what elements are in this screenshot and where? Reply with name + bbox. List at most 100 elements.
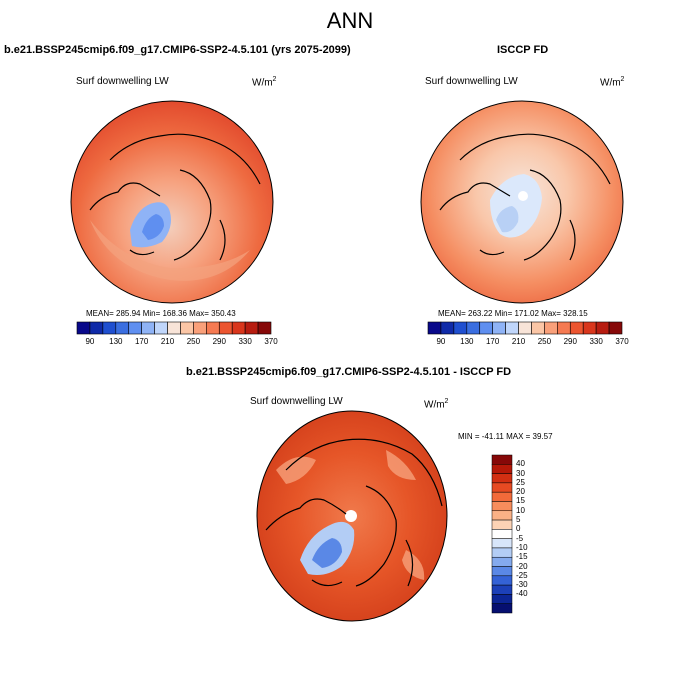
colorbar-tick-label: 130: [109, 337, 123, 346]
map-model-coldest-region: [142, 214, 164, 240]
colorbar-swatch: [505, 321, 519, 335]
colorbar-swatch: [154, 321, 168, 335]
colorbar-swatch: [491, 454, 513, 465]
colorbar-tick-label: -40: [516, 589, 528, 599]
panel-diff-title: b.e21.BSSP245cmip6.f09_g17.CMIP6-SSP2-4.…: [186, 366, 512, 378]
colorbar-tick-label: 130: [460, 337, 474, 346]
colorbar-swatch: [518, 321, 532, 335]
colorbar-swatch: [531, 321, 545, 335]
colorbar-tick-label: 330: [238, 337, 252, 346]
panel-obs-title: ISCCP FD: [497, 44, 549, 56]
colorbar-tick-label: 370: [264, 337, 278, 346]
figure-title: ANN: [326, 8, 374, 33]
colorbar-swatch: [257, 321, 272, 335]
colorbar-swatch: [491, 566, 513, 577]
panel-diff-units: W/m2: [424, 398, 449, 411]
colorbar-swatch: [491, 575, 513, 586]
colorbar-tick-label: 170: [134, 337, 149, 346]
colorbar-tick-label: -15: [516, 552, 528, 562]
colorbar-swatch: [491, 482, 513, 493]
colorbar-swatch: [491, 510, 513, 521]
colorbar-swatch: [582, 321, 597, 335]
map-diff-polar-hole: [345, 510, 357, 522]
map-obs-polar-hole: [518, 191, 528, 201]
colorbar-tick-label: 330: [589, 337, 603, 346]
colorbar-swatch: [167, 321, 181, 335]
colorbar-diff: [491, 454, 513, 614]
colorbar-swatch: [206, 321, 220, 335]
colorbar-swatch: [544, 321, 558, 335]
panel-obs-stats: MEAN= 263.22 Min= 171.02 Max= 328.15: [438, 309, 588, 318]
colorbar-tick-label: 20: [516, 487, 525, 497]
colorbar-tick-label: 15: [516, 496, 525, 506]
colorbar-swatch: [89, 321, 104, 335]
colorbar-swatch: [491, 519, 513, 530]
map-diff-coastline: [265, 438, 443, 587]
colorbar-tick-label: -30: [516, 580, 528, 590]
colorbar-swatch: [231, 321, 246, 335]
panel-model-stats: MEAN= 285.94 Min= 168.36 Max= 350.43: [86, 309, 236, 318]
colorbar-swatch: [595, 321, 610, 335]
colorbar-tick-label: 10: [516, 505, 525, 515]
colorbar-tick-label: 40: [516, 459, 525, 469]
colorbar-tick-label: 250: [186, 337, 201, 346]
colorbar-swatch: [491, 529, 513, 539]
colorbar-swatch: [115, 321, 130, 335]
colorbar-swatch: [218, 321, 233, 335]
colorbar-swatch: [244, 321, 259, 335]
map-obs: [420, 100, 624, 304]
colorbar-tick-label: 210: [160, 337, 175, 346]
panel-model-units: W/m2: [252, 76, 277, 89]
colorbar-swatch: [128, 321, 142, 335]
colorbar-swatch: [453, 321, 468, 335]
colorbar-swatch: [491, 556, 513, 567]
colorbar-tick-label: 90: [85, 337, 95, 346]
colorbar-obs: [427, 321, 623, 335]
panel-diff-stats: MIN = -41.11 MAX = 39.57: [458, 432, 553, 441]
colorbar-swatch: [492, 321, 506, 335]
panel-diff-variable: Surf downwelling LW: [250, 396, 343, 407]
colorbar-swatch: [491, 603, 513, 614]
panel-obs-variable: Surf downwelling LW: [425, 76, 518, 87]
colorbar-tick-label: 290: [563, 337, 577, 346]
colorbar-tick-label: 250: [537, 337, 552, 346]
colorbar-tick-label: 25: [516, 477, 525, 487]
colorbar-swatch: [141, 321, 155, 335]
colorbar-swatch: [557, 321, 571, 335]
colorbar-swatch: [491, 473, 513, 484]
map-model-warm-band: [90, 220, 250, 281]
colorbar-tick-label: 90: [436, 337, 446, 346]
colorbar-swatch: [193, 321, 207, 335]
colorbar-model: [76, 321, 272, 335]
colorbar-swatch: [491, 538, 513, 549]
colorbar-swatch: [427, 321, 442, 335]
map-obs-coastline: [439, 133, 611, 261]
colorbar-swatch: [569, 321, 584, 335]
colorbar-swatch: [491, 584, 513, 595]
colorbar-swatch: [608, 321, 623, 335]
colorbar-swatch: [466, 321, 481, 335]
colorbar-swatch: [440, 321, 455, 335]
colorbar-swatch: [491, 547, 513, 558]
colorbar-tick-label: -5: [516, 533, 524, 543]
colorbar-tick-label: 370: [615, 337, 629, 346]
colorbar-swatch: [180, 321, 194, 335]
colorbar-swatch: [491, 464, 513, 474]
panel-model-variable: Surf downwelling LW: [76, 76, 169, 87]
colorbar-tick-label: 170: [485, 337, 500, 346]
colorbar-swatch: [102, 321, 117, 335]
colorbar-swatch: [479, 321, 493, 335]
colorbar-swatch: [76, 321, 91, 335]
colorbar-tick-label: 290: [212, 337, 226, 346]
map-model: [70, 100, 274, 304]
map-model-coastline: [89, 133, 261, 261]
map-diff-weak-patches: [276, 450, 425, 580]
panel-obs-units: W/m2: [600, 76, 625, 89]
colorbar-swatch: [491, 594, 513, 604]
panel-model-title: b.e21.BSSP245cmip6.f09_g17.CMIP6-SSP2-4.…: [4, 44, 351, 56]
colorbar-tick-label: 30: [516, 468, 525, 478]
map-obs-cold-core: [496, 206, 519, 233]
colorbar-swatch: [491, 501, 513, 512]
map-diff: [256, 410, 448, 622]
colorbar-tick-label: -20: [516, 561, 528, 571]
